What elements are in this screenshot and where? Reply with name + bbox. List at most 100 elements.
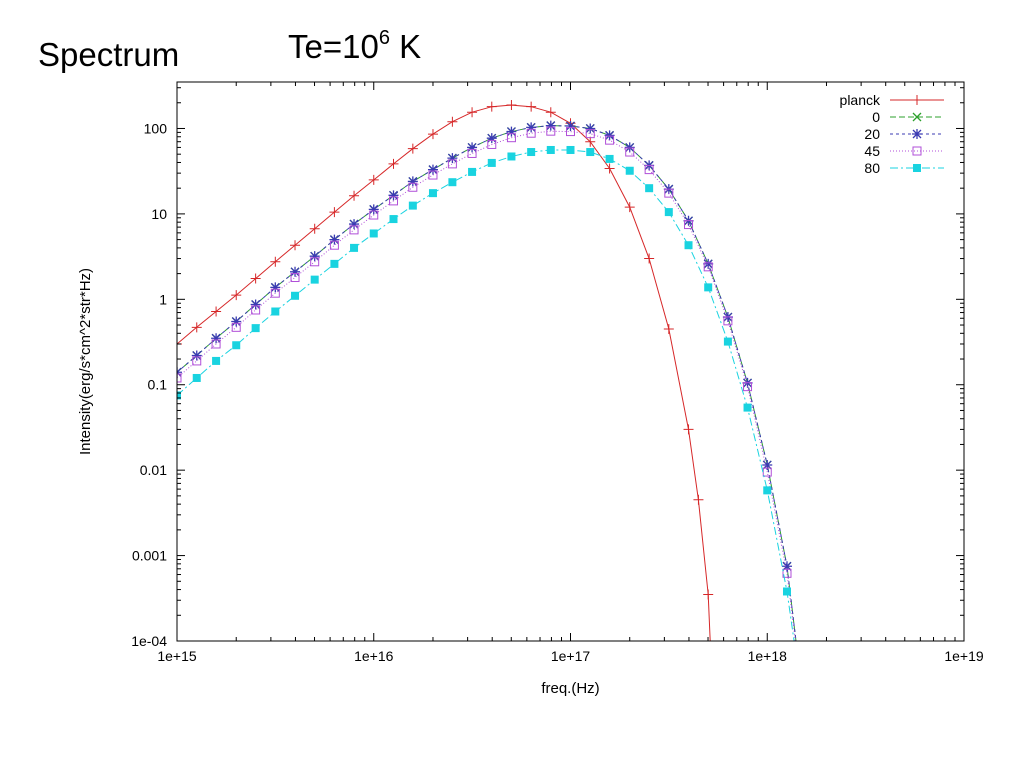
data-point	[408, 182, 418, 192]
series-20	[177, 120, 797, 641]
data-point	[191, 322, 202, 333]
data-point	[586, 148, 595, 157]
series-line	[177, 104, 711, 641]
data-point	[624, 142, 635, 153]
data-point	[566, 145, 575, 154]
series-line	[177, 130, 796, 641]
legend-marker	[912, 146, 922, 156]
data-point	[291, 291, 300, 300]
legend-label: planck	[840, 92, 881, 108]
data-point	[762, 459, 773, 470]
legend-label: 20	[864, 126, 880, 142]
y-tick-label: 100	[144, 120, 168, 136]
data-point	[330, 259, 339, 268]
data-point	[545, 120, 556, 131]
series-0	[177, 121, 797, 641]
data-point	[605, 154, 614, 163]
data-point	[467, 148, 477, 158]
data-point	[645, 184, 654, 193]
y-tick-label: 1e-04	[131, 633, 167, 649]
data-point	[232, 341, 241, 350]
data-point	[506, 100, 517, 111]
data-point	[526, 122, 537, 133]
series-line	[177, 149, 795, 641]
data-point	[467, 107, 478, 118]
data-point	[427, 164, 438, 175]
data-point	[329, 207, 340, 218]
y-tick-label: 0.1	[148, 377, 168, 393]
series-45	[177, 126, 796, 641]
data-point	[506, 126, 517, 137]
data-point	[329, 240, 339, 250]
slide-subtitle: Te=106 K	[288, 27, 421, 66]
data-point	[270, 256, 281, 267]
data-point	[310, 275, 319, 284]
data-point	[447, 159, 457, 169]
legend-marker	[912, 129, 922, 139]
data-point	[231, 316, 242, 327]
subtitle-base: Te=10	[288, 28, 379, 65]
data-point	[250, 299, 261, 310]
data-point	[664, 208, 673, 217]
data-point	[309, 223, 320, 234]
data-point	[191, 350, 202, 361]
data-point	[349, 225, 359, 235]
data-point	[486, 133, 497, 144]
data-point	[447, 153, 458, 164]
data-point	[467, 142, 478, 153]
data-point	[625, 166, 634, 175]
data-point	[506, 133, 516, 143]
data-point	[427, 129, 438, 140]
data-point	[369, 229, 378, 238]
data-point	[428, 170, 438, 180]
legend-label: 80	[864, 160, 880, 176]
data-point	[211, 333, 222, 344]
data-point	[388, 158, 399, 169]
y-tick-label: 0.001	[132, 548, 167, 564]
data-point	[644, 253, 655, 264]
x-tick-label: 1e+17	[551, 648, 591, 664]
data-point	[782, 568, 792, 578]
x-axis: 1e+15 1e+16 1e+17 1e+18 1e+19	[157, 82, 984, 664]
series-layer	[177, 100, 797, 641]
data-point	[349, 219, 360, 230]
data-point	[693, 494, 704, 505]
data-point	[585, 129, 595, 139]
data-point	[369, 210, 379, 220]
data-point	[605, 135, 615, 145]
data-point	[231, 322, 241, 332]
data-point	[585, 123, 596, 134]
y-tick-label: 0.01	[140, 462, 167, 478]
data-point	[723, 337, 732, 346]
legend-marker	[912, 112, 922, 122]
data-point	[604, 163, 615, 174]
data-point	[546, 126, 556, 136]
series-80	[177, 145, 795, 641]
legend-label: 0	[872, 109, 880, 125]
data-point	[407, 176, 418, 187]
data-point	[703, 262, 713, 272]
legend-label: 45	[864, 143, 880, 159]
data-point	[565, 120, 576, 131]
data-point	[192, 373, 201, 382]
data-point	[486, 101, 497, 112]
series-line	[177, 125, 797, 641]
data-point	[368, 174, 379, 185]
data-point	[251, 305, 261, 315]
data-point	[663, 323, 674, 334]
plot-frame	[176, 81, 965, 642]
data-point	[684, 220, 694, 230]
legend-marker	[913, 164, 921, 172]
data-point	[527, 148, 536, 157]
data-point	[683, 424, 694, 435]
data-point	[211, 306, 222, 317]
data-point	[408, 201, 417, 210]
data-point	[270, 282, 281, 293]
data-point	[407, 143, 418, 154]
data-point	[350, 243, 359, 252]
x-tick-label: 1e+16	[354, 648, 394, 664]
data-point	[251, 324, 260, 333]
series-line	[177, 125, 797, 641]
